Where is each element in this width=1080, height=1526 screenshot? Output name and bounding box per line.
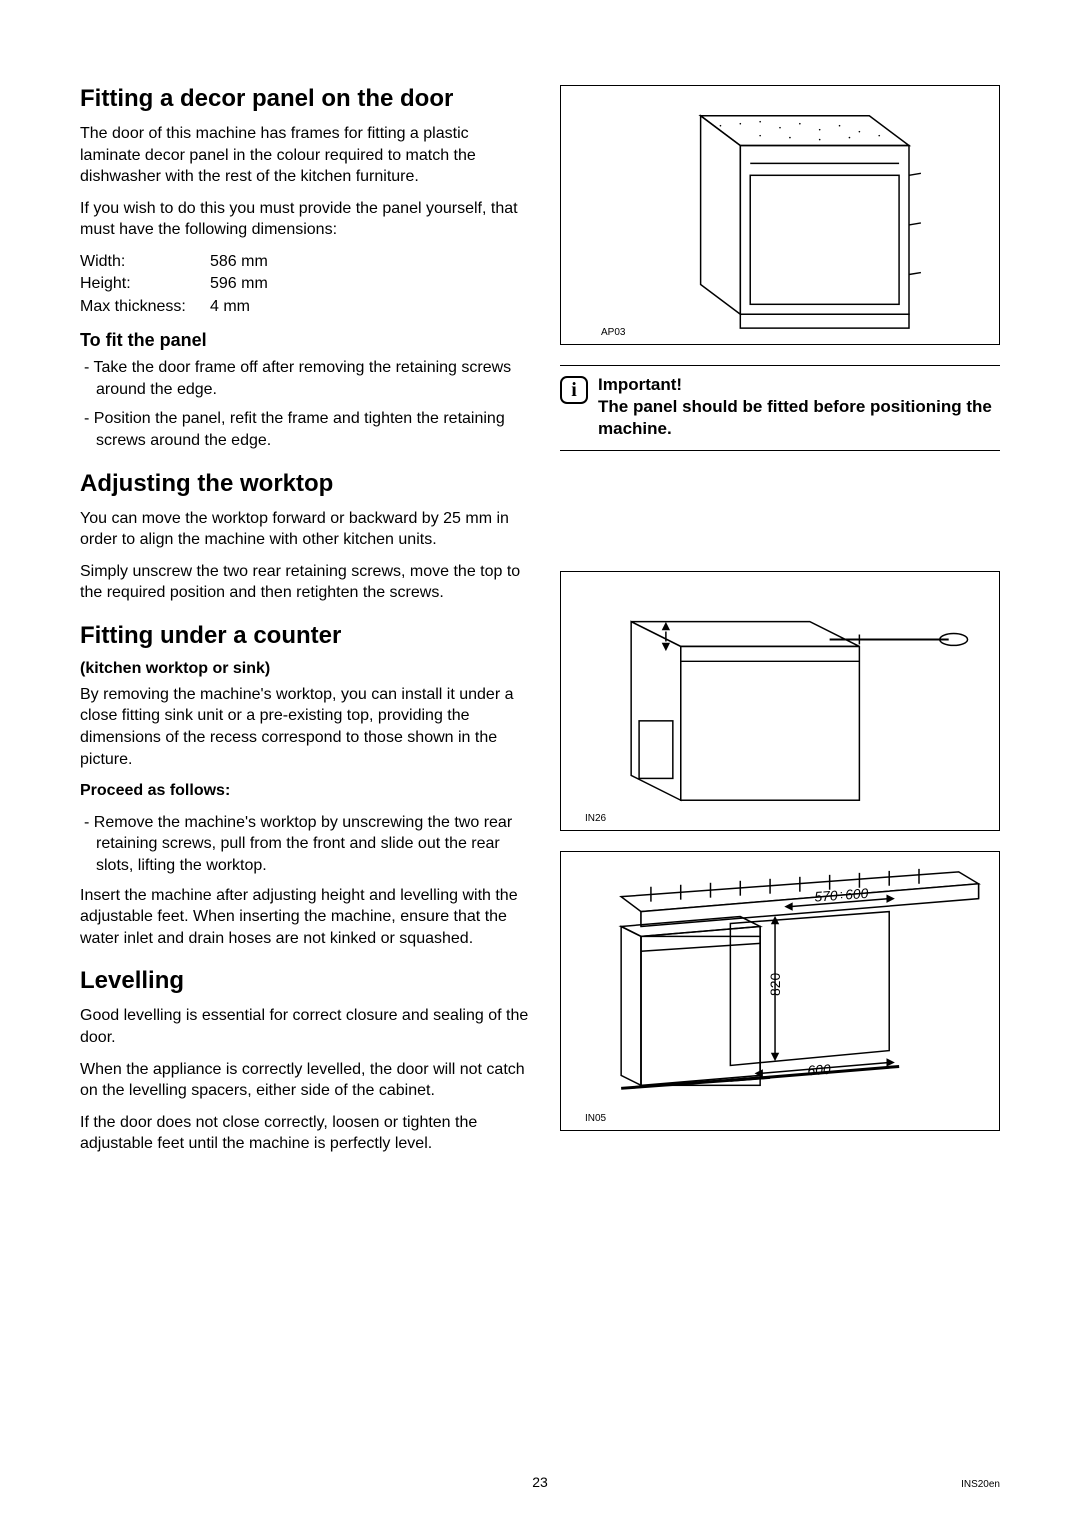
fit-step-2: Position the panel, refit the frame and … (80, 408, 530, 451)
counter-p1: By removing the machine's worktop, you c… (80, 684, 530, 770)
dim-height-label: Height: (80, 273, 210, 295)
dim-width-val: 586 mm (210, 251, 268, 273)
dim-width-label: Width: (80, 251, 210, 273)
decor-p1: The door of this machine has frames for … (80, 123, 530, 188)
heading-levelling: Levelling (80, 967, 530, 995)
counter-steps: Remove the machine's worktop by unscrewi… (80, 812, 530, 877)
subheading-kitchen-worktop: (kitchen worktop or sink) (80, 660, 530, 678)
fig2-label: IN26 (585, 813, 606, 824)
info-icon: i (560, 376, 588, 404)
fig1-label: AP03 (601, 327, 625, 338)
heading-adjust-worktop: Adjusting the worktop (80, 470, 530, 498)
dimensions-list: Width:586 mm Height:596 mm Max thickness… (80, 251, 530, 318)
subheading-fit-panel: To fit the panel (80, 330, 530, 351)
level-p1: Good levelling is essential for correct … (80, 1005, 530, 1048)
level-p3: If the door does not close correctly, lo… (80, 1112, 530, 1155)
adjust-p2: Simply unscrew the two rear retaining sc… (80, 561, 530, 604)
dim-height-text: 820 (767, 973, 783, 996)
page-number: 23 (0, 1474, 1080, 1490)
dim-depth-text: 600 (807, 1061, 832, 1079)
heading-fitting-counter: Fitting under a counter (80, 622, 530, 650)
important-callout: i Important! The panel should be fitted … (560, 365, 1000, 451)
important-title: Important! (598, 374, 1000, 396)
fit-panel-steps: Take the door frame off after removing t… (80, 357, 530, 451)
proceed-heading: Proceed as follows: (80, 780, 530, 802)
worktop-adjust-icon (561, 572, 999, 830)
under-counter-icon: 570÷600 820 600 (561, 852, 999, 1130)
dim-thick-val: 4 mm (210, 296, 250, 318)
adjust-p1: You can move the worktop forward or back… (80, 508, 530, 551)
dim-height-val: 596 mm (210, 273, 268, 295)
important-body: The panel should be fitted before positi… (598, 396, 1000, 440)
fit-step-1: Take the door frame off after removing t… (80, 357, 530, 400)
heading-fitting-decor: Fitting a decor panel on the door (80, 85, 530, 113)
decor-p2: If you wish to do this you must provide … (80, 198, 530, 241)
figure-ap03: AP03 (560, 85, 1000, 345)
dim-thick-label: Max thickness: (80, 296, 210, 318)
counter-step-1: Remove the machine's worktop by unscrewi… (80, 812, 530, 877)
counter-p2: Insert the machine after adjusting heigh… (80, 885, 530, 950)
level-p2: When the appliance is correctly levelled… (80, 1059, 530, 1102)
fig3-label: IN05 (585, 1113, 606, 1124)
footer-code: INS20en (961, 1479, 1000, 1490)
figure-in26: IN26 (560, 571, 1000, 831)
dishwasher-iso-icon (561, 86, 999, 344)
figure-in05: 570÷600 820 600 IN05 (560, 851, 1000, 1131)
